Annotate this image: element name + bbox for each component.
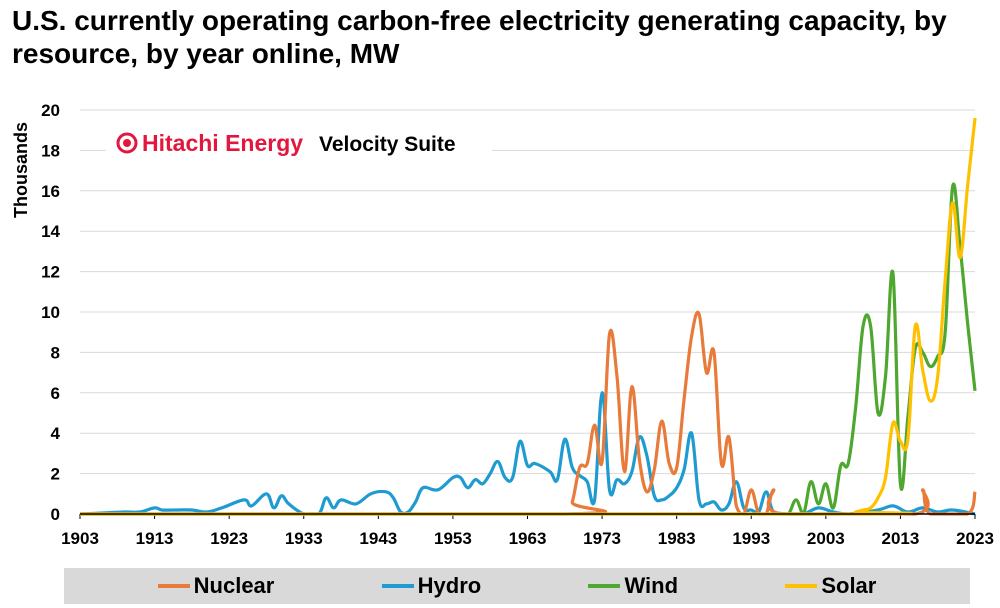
y-tick-label: 20 <box>41 101 60 120</box>
legend-swatch <box>785 584 818 588</box>
x-tick-label: 1923 <box>210 529 248 548</box>
series-lines <box>79 117 977 516</box>
y-tick-label: 14 <box>41 222 60 241</box>
legend-label: Nuclear <box>193 573 275 598</box>
x-tick-label: 1933 <box>285 529 323 548</box>
x-tick-label: 1913 <box>136 529 174 548</box>
legend-label: Hydro <box>417 573 482 598</box>
y-tick-label: 10 <box>41 303 60 322</box>
series-line-hydro <box>79 391 976 516</box>
x-axis-ticks: 1903 1913 1923 1933 1943 1953 1963 1973 1983 1993… <box>61 514 994 548</box>
hitachi-energy-logo-icon <box>116 132 138 154</box>
x-tick-label: 2023 <box>956 529 994 548</box>
x-tick-label: 1953 <box>434 529 472 548</box>
y-tick-label: 4 <box>51 424 61 443</box>
series-line-solar <box>79 117 977 516</box>
y-tick-label: 18 <box>41 141 60 160</box>
y-tick-label: 0 <box>51 505 60 524</box>
y-tick-label: 6 <box>51 384 60 403</box>
x-tick-label: 1903 <box>61 529 99 548</box>
y-tick-label: 16 <box>41 182 60 201</box>
x-tick-label: 1973 <box>583 529 621 548</box>
legend-label: Wind <box>624 573 679 598</box>
brand-name: Hitachi Energy <box>142 130 303 156</box>
chart-title: U.S. currently operating carbon-free ele… <box>12 5 947 69</box>
legend-item-solar: Solar <box>785 573 876 599</box>
gridlines <box>80 109 975 475</box>
legend: Nuclear Hydro Wind Solar <box>64 568 970 604</box>
x-tick-label: 1943 <box>359 529 397 548</box>
brand-product: Velocity Suite <box>319 133 456 156</box>
x-tick-label: 1983 <box>658 529 696 548</box>
x-tick-label: 2003 <box>807 529 845 548</box>
legend-item-hydro: Hydro <box>381 573 482 599</box>
y-tick-label: 2 <box>51 465 60 484</box>
legend-item-nuclear: Nuclear <box>157 573 275 599</box>
series-line-nuclear <box>79 310 977 516</box>
y-axis-ticks: 0 2 4 6 8 10 12 14 16 18 20 <box>41 101 60 524</box>
brand-logo: Hitachi Energy Velocity Suite <box>106 124 492 164</box>
x-tick-label: 2013 <box>882 529 920 548</box>
y-tick-label: 8 <box>51 343 60 362</box>
x-tick-label: 1963 <box>509 529 547 548</box>
legend-label: Solar <box>821 573 877 598</box>
legend-item-wind: Wind <box>588 573 678 599</box>
legend-swatch <box>381 584 414 588</box>
legend-swatch <box>157 584 190 588</box>
legend-swatch <box>588 584 621 588</box>
y-tick-label: 12 <box>41 263 60 282</box>
x-tick-label: 1993 <box>732 529 770 548</box>
y-axis-label: Thousands <box>11 122 31 218</box>
